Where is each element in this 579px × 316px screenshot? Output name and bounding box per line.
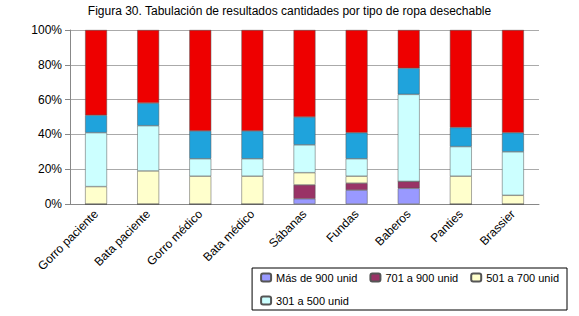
svg-text:40%: 40% [38, 127, 62, 141]
svg-text:701 a 900 unid: 701 a 900 unid [385, 272, 458, 284]
svg-text:Sábanas: Sábanas [266, 207, 309, 250]
svg-text:Fundas: Fundas [323, 207, 361, 245]
svg-text:Bata médico: Bata médico [200, 207, 257, 264]
svg-text:80%: 80% [38, 58, 62, 72]
svg-text:Bata paciente: Bata paciente [91, 207, 154, 269]
svg-text:Figura 30. Tabulación de resul: Figura 30. Tabulación de resultados cant… [88, 4, 492, 18]
svg-text:20%: 20% [38, 162, 62, 176]
svg-text:60%: 60% [38, 93, 62, 107]
svg-text:Gorro médico: Gorro médico [144, 207, 205, 268]
svg-text:501 a 700 unid: 501 a 700 unid [486, 272, 559, 284]
svg-text:Panties: Panties [428, 207, 466, 245]
svg-text:0%: 0% [45, 197, 63, 211]
svg-text:Baberos: Baberos [372, 207, 413, 248]
svg-text:Gorro paciente: Gorro paciente [35, 207, 101, 273]
svg-text:Brassier: Brassier [477, 207, 518, 248]
svg-text:100%: 100% [31, 23, 62, 37]
svg-text:Más de 900 unid: Más de 900 unid [276, 272, 357, 284]
svg-text:301 a 500 unid: 301 a 500 unid [276, 295, 349, 307]
